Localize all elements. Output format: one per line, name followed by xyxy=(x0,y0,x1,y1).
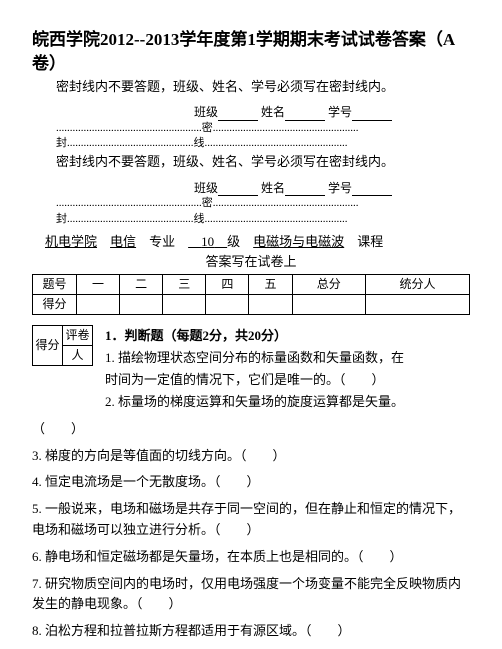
label-name: 姓名 xyxy=(261,104,285,121)
label-name-2: 姓名 xyxy=(261,180,285,197)
label-class-2: 班级 xyxy=(194,180,218,197)
q2-paren: （ ） xyxy=(32,419,470,440)
label-class: 班级 xyxy=(194,104,218,121)
label-id-2: 学号 xyxy=(328,180,352,197)
q5: 5. 一般说来，电场和磁场是共存于同一空间的，但在静止和恒定的情况下，电场和磁场… xyxy=(32,499,470,541)
seal-note-2: 密封线内不要答题，班级、姓名、学号必须写在密封线内。 xyxy=(56,153,470,171)
answer-note: 答案写在试卷上 xyxy=(32,253,470,271)
label-id: 学号 xyxy=(328,104,352,121)
section1-heading: 1．判断题（每题2分，共20分） xyxy=(105,328,287,343)
th-2: 二 xyxy=(120,274,163,294)
th-4: 四 xyxy=(206,274,249,294)
score-table: 题号 一 二 三 四 五 总分 统分人 得分 xyxy=(32,274,470,315)
th-num: 题号 xyxy=(33,274,77,294)
q6: 6. 静电场和恒定磁场都是矢量场，在本质上也是相同的。（ ） xyxy=(32,547,470,568)
dotted-seal-1: ........................................… xyxy=(56,121,470,136)
dotted-feng-2: 封.......................................… xyxy=(56,212,470,227)
q4: 4. 恒定电流场是一个无散度场。（ ） xyxy=(32,472,470,493)
mini-score-label: 得分 xyxy=(33,325,63,365)
seal-block-1: 班级 姓名 学号 ...............................… xyxy=(56,104,470,152)
q2-line1: 2. 标量场的梯度运算和矢量场的旋度运算都是矢量。 xyxy=(105,391,404,413)
row2-label: 得分 xyxy=(33,294,77,314)
th-1: 一 xyxy=(77,274,120,294)
seal-note-1: 密封线内不要答题，班级、姓名、学号必须写在密封线内。 xyxy=(56,78,470,96)
q1-line1: 1. 描绘物理状态空间分布的标量函数和矢量函数，在 xyxy=(105,347,404,369)
dotted-feng-1: 封.......................................… xyxy=(56,136,470,151)
q1-line2: 时间为一定值的情况下，它们是唯一的。（ ） xyxy=(105,369,404,391)
mini-reviewer-2: 人 xyxy=(63,345,93,365)
th-5: 五 xyxy=(249,274,292,294)
seal-block-2: 班级 姓名 学号 ...............................… xyxy=(56,180,470,228)
mini-reviewer-1: 评卷 xyxy=(63,325,93,345)
th-3: 三 xyxy=(163,274,206,294)
dotted-seal-2: ........................................… xyxy=(56,196,470,211)
page-title: 皖西学院2012--2013学年度第1学期期末考试试卷答案（A卷） xyxy=(32,28,470,76)
q7: 7. 研究物质空间内的电场时，仅用电场强度一个场变量不能完全反映物质内发生的静电… xyxy=(32,574,470,616)
q3: 3. 梯度的方向是等值面的切线方向。（ ） xyxy=(32,446,470,467)
mini-score-table: 得分 评卷 人 xyxy=(32,325,93,366)
q8: 8. 泊松方程和拉普拉斯方程都适用于有源区域。（ ） xyxy=(32,621,470,642)
course-line: 机电学院 电信 专业 10 级 电磁场与电磁波 课程 xyxy=(32,233,470,251)
th-scorer: 统分人 xyxy=(366,274,470,294)
th-total: 总分 xyxy=(292,274,366,294)
